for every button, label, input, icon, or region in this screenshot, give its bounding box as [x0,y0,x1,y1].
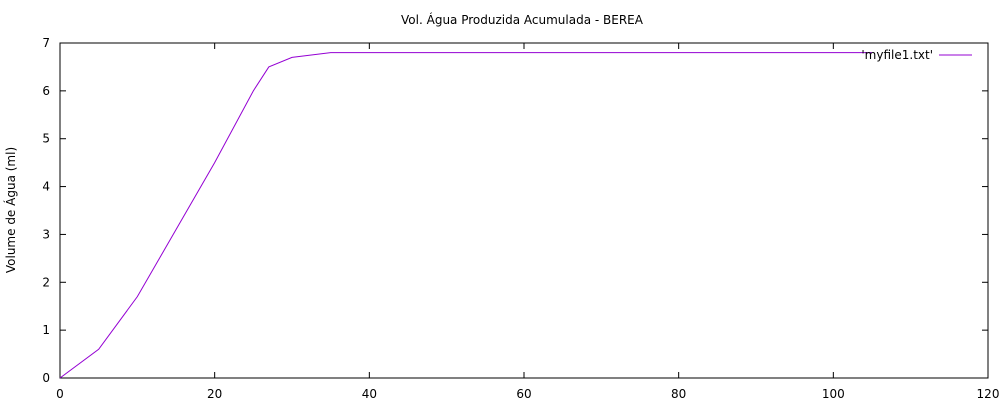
x-tick-label: 100 [822,387,845,401]
x-tick-label: 0 [56,387,64,401]
y-tick-label: 4 [42,180,50,194]
y-tick-label: 6 [42,84,50,98]
x-tick-label: 20 [207,387,222,401]
series-layer [59,52,872,379]
y-tick-label: 2 [42,275,50,289]
legend-label: 'myfile1.txt' [861,48,933,62]
y-tick-label: 3 [42,227,50,241]
y-tick-label: 5 [42,132,50,146]
x-tick-label: 40 [362,387,377,401]
plot-frame [59,42,989,379]
legend: 'myfile1.txt' [861,48,972,62]
x-tick-label: 80 [671,387,686,401]
y-tick-label: 7 [42,36,50,50]
series-line [59,52,872,379]
y-tick-label: 1 [42,323,50,337]
axis-ticks: 0 20 40 60 80 100 120 0 1 2 3 4 5 6 7 [42,36,999,401]
x-tick-label: 120 [977,387,1000,401]
y-axis-label: Volume de Água (ml) [3,147,18,273]
x-tick-label: 60 [516,387,531,401]
plot-border [59,42,989,379]
y-tick-label: 0 [42,371,50,385]
chart-title: Vol. Água Produzida Acumulada - BEREA [401,12,644,27]
